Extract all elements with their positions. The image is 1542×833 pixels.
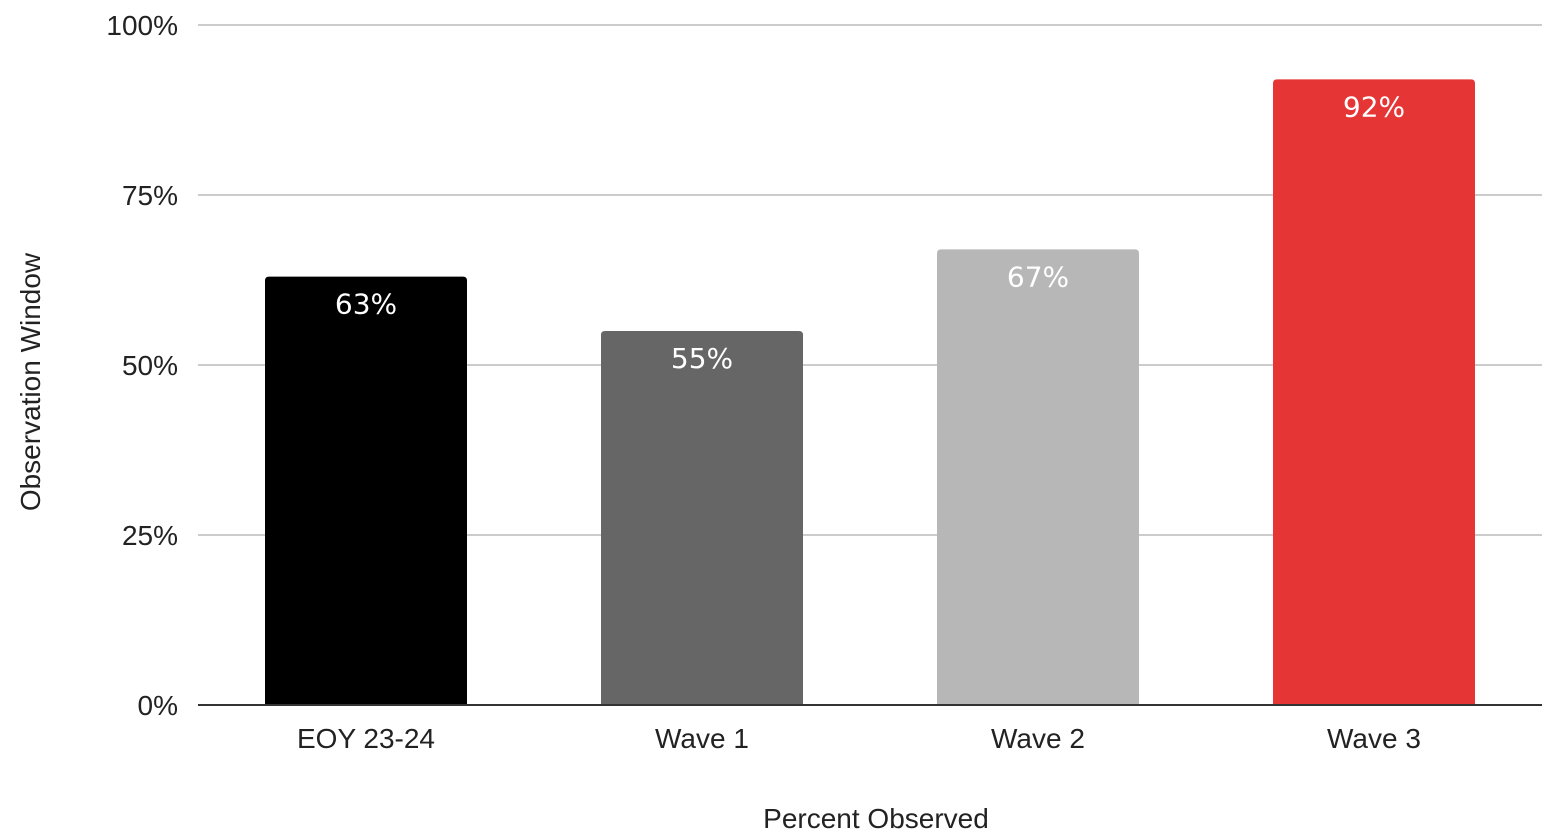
y-tick-label: 75% [122,180,178,211]
axes: 0% 25% 50% 75% 100% EOY 23-24 Wave 1 Wave 2 Wave… [106,10,1542,754]
x-tick-label: Wave 3 [1327,723,1421,754]
y-axis-title: Observation Window [15,252,46,511]
y-tick-label: 0% [138,690,178,721]
bar-wave-2 [937,249,1139,705]
x-tick-label: Wave 2 [991,723,1085,754]
data-label: 92% [1343,90,1405,123]
x-tick-label: EOY 23-24 [297,723,435,754]
x-tick-label: Wave 1 [655,723,749,754]
y-tick-label: 100% [106,10,178,41]
bar-wave-1 [601,331,803,705]
data-label: 67% [1007,260,1069,293]
data-label: 55% [671,342,733,375]
x-axis-title: Percent Observed [763,803,989,833]
bar-eoy-23-24 [265,276,467,705]
bars: 63% 55% 67% 92% [265,79,1475,705]
data-label: 63% [335,288,397,321]
y-tick-label: 25% [122,520,178,551]
bar-wave-3 [1273,79,1475,705]
y-tick-label: 50% [122,350,178,381]
